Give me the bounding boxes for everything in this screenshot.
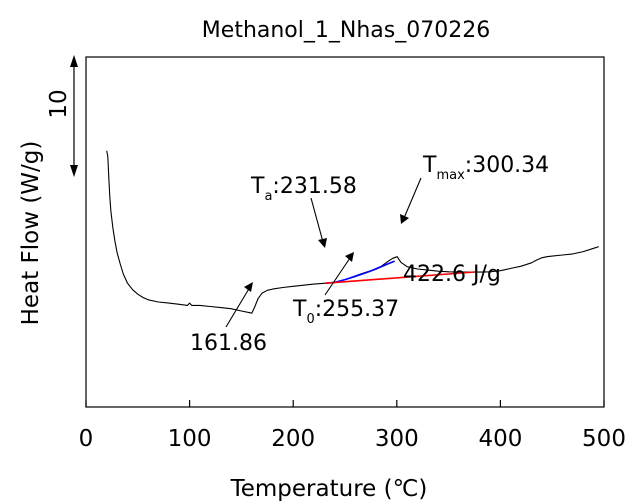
arrow-161-86: [225, 282, 253, 328]
scale-bar-label: 10: [46, 89, 72, 118]
x-tick-label: 300: [375, 426, 419, 452]
arrow-t0: [324, 252, 354, 296]
annotation-enthalpy: 422.6 J/g: [403, 262, 501, 287]
x-tick-label: 200: [271, 426, 315, 452]
heat-flow-curve: [106, 150, 599, 314]
arrow-tmax: [400, 177, 422, 224]
x-tick-label: 0: [79, 426, 94, 452]
arrow-ta: [310, 197, 327, 248]
annotation-tmax: Tmax:300.34: [422, 153, 549, 183]
scale-bar: [70, 55, 78, 177]
x-axis-label: Temperature (℃): [230, 476, 428, 502]
annotation-161-86: 161.86: [190, 331, 267, 356]
annotation-arrows: [225, 177, 422, 328]
x-tick-label: 500: [582, 426, 626, 452]
x-tick-label: 100: [168, 426, 212, 452]
annotation-ta: Ta:231.58: [250, 174, 357, 204]
x-ticks: 0 100 200 300 400 500: [79, 400, 626, 452]
chart-title: Methanol_1_Nhas_070226: [202, 18, 490, 43]
annotation-t0: T0:255.37: [292, 297, 399, 327]
baseline-red: [325, 271, 475, 284]
y-axis-label: Heat Flow (W/g): [18, 141, 44, 326]
series-group: [106, 150, 599, 314]
x-tick-label: 400: [478, 426, 522, 452]
plot-frame: [85, 56, 605, 408]
